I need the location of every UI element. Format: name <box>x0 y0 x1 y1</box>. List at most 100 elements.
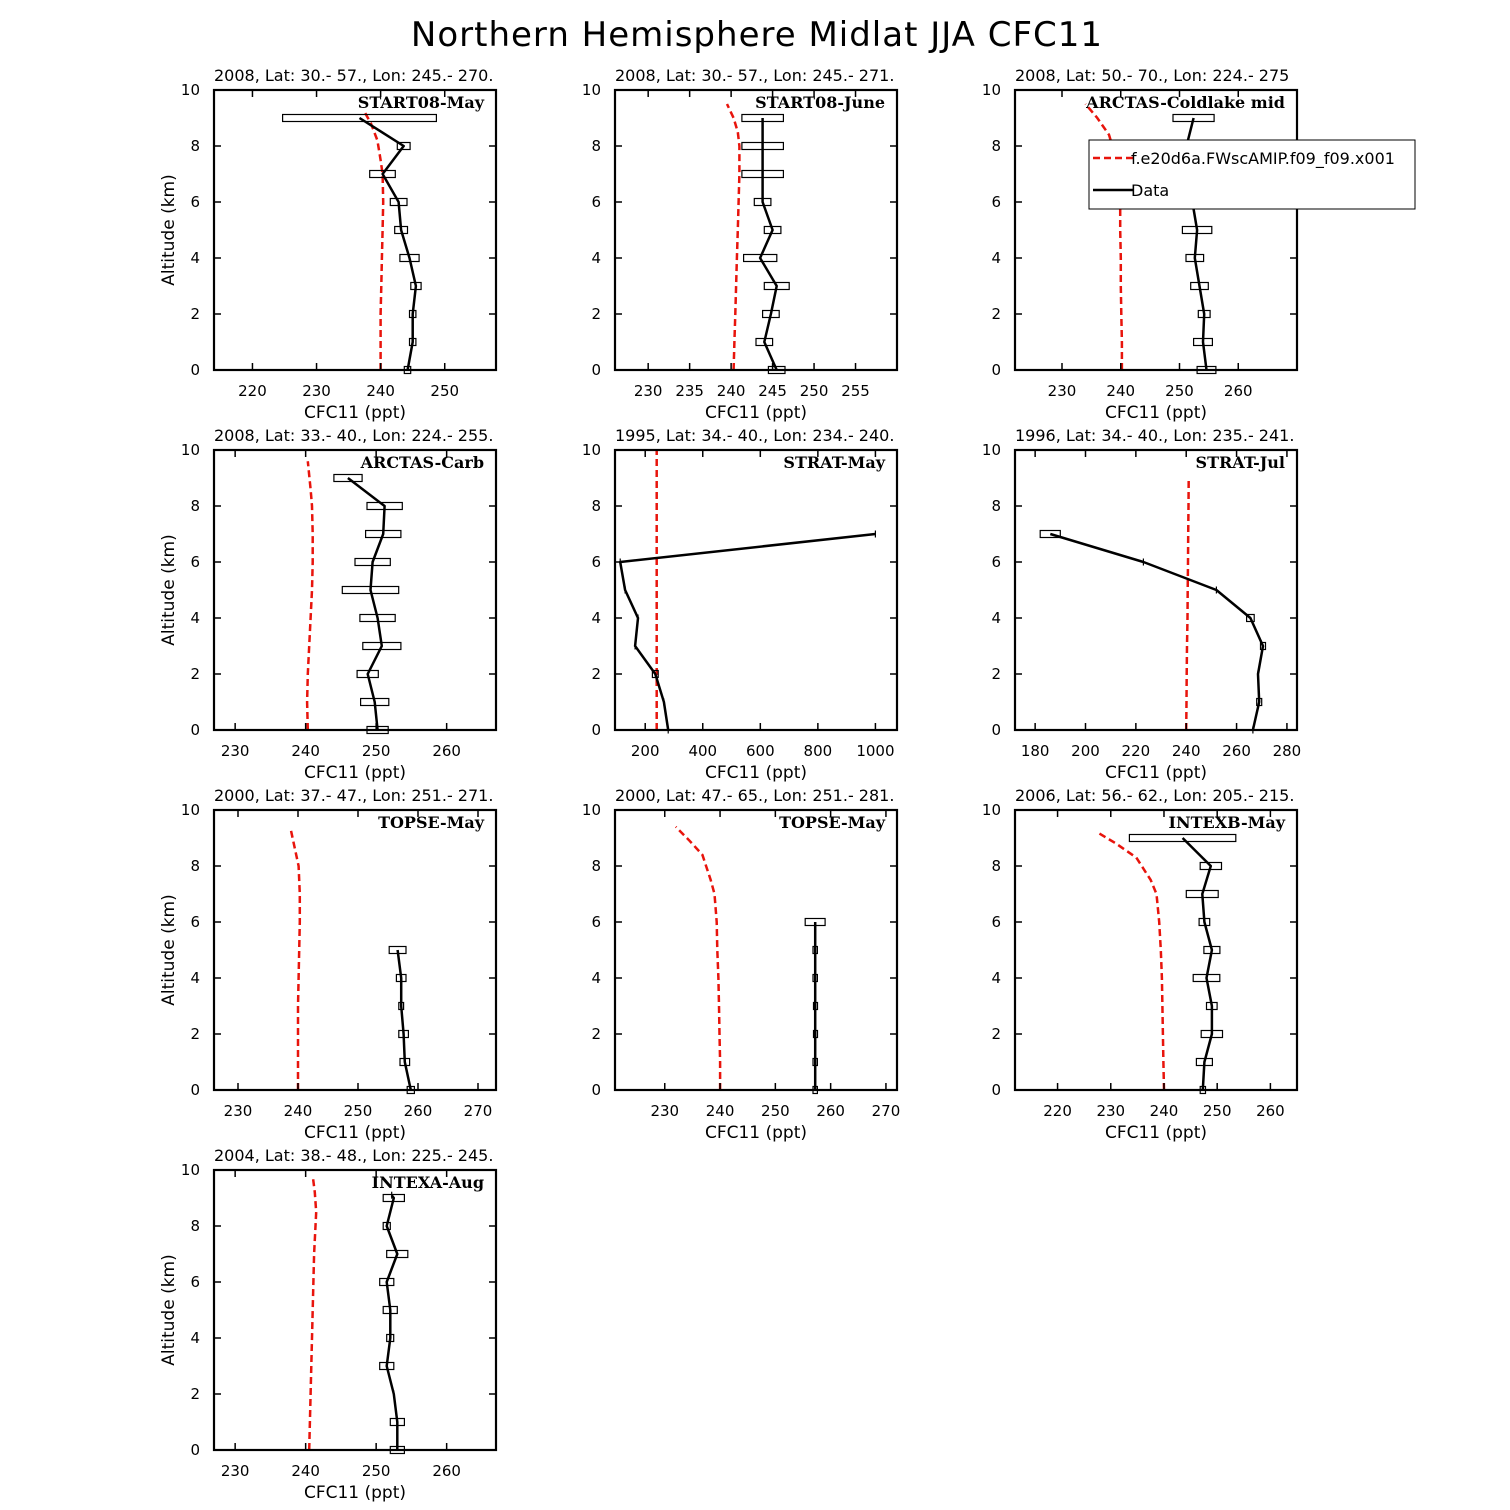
y-tick-label: 4 <box>190 969 200 987</box>
data-error-box <box>741 169 785 179</box>
data-error-box <box>341 585 400 595</box>
y-axis-label: Altitude (km) <box>159 894 179 1006</box>
data-error-box <box>388 945 407 955</box>
data-error-box <box>1190 281 1209 291</box>
y-tick-label: 8 <box>190 857 200 875</box>
y-tick-label: 4 <box>190 1329 200 1347</box>
data-error-box <box>761 309 780 319</box>
y-tick-label: 10 <box>582 81 601 99</box>
panel: 2000, Lat: 37.- 47., Lon: 251.- 271. TOPS… <box>159 786 498 1143</box>
data-error-box <box>1205 1001 1218 1011</box>
data-error-box <box>741 141 785 151</box>
model-profile-line <box>305 461 314 731</box>
plot-frame <box>1013 808 1299 1092</box>
data-error-box <box>369 169 396 179</box>
data-error-box <box>1192 337 1213 347</box>
x-axis-label: CFC11 (ppt) <box>304 763 406 783</box>
data-error-box <box>354 557 391 567</box>
y-tick-label: 6 <box>591 553 601 571</box>
x-tick-label: 260 <box>1222 742 1251 760</box>
y-tick-label: 0 <box>991 361 1001 379</box>
data-error-box <box>741 113 785 123</box>
data-error-box <box>399 253 420 263</box>
y-tick-label: 4 <box>190 249 200 267</box>
x-tick-label: 240 <box>1172 742 1201 760</box>
campaign-label: START08-June <box>755 93 885 112</box>
data-error-box <box>408 309 417 319</box>
panel: 1995, Lat: 34.- 40., Lon: 234.- 240. STRA… <box>582 426 899 783</box>
y-tick-label: 0 <box>190 1441 200 1459</box>
panel: 2008, Lat: 30.- 57., Lon: 245.- 271. STAR… <box>582 66 899 423</box>
y-tick-label: 0 <box>991 721 1001 739</box>
panel-header: 2008, Lat: 30.- 57., Lon: 245.- 271. <box>615 66 894 85</box>
data-error-box <box>379 1277 395 1287</box>
panels: 2008, Lat: 30.- 57., Lon: 245.- 270. STAR… <box>159 66 1301 1503</box>
x-tick-label: 240 <box>717 382 746 400</box>
y-tick-label: 0 <box>591 721 601 739</box>
x-tick-label: 230 <box>650 1102 679 1120</box>
campaign-label: STRAT-Jul <box>1196 453 1285 472</box>
x-tick-label: 250 <box>1165 382 1194 400</box>
y-tick-label: 10 <box>982 81 1001 99</box>
plot-frame <box>1013 448 1299 732</box>
data-error-box <box>1128 833 1237 843</box>
data-error-box <box>362 641 402 651</box>
y-tick-label: 2 <box>991 305 1001 323</box>
panel: 2006, Lat: 56.- 62., Lon: 205.- 215. INTE… <box>982 786 1299 1143</box>
data-error-box <box>382 1305 398 1315</box>
campaign-label: START08-May <box>358 93 485 112</box>
data-error-box <box>1200 1029 1224 1039</box>
y-tick-label: 6 <box>190 553 200 571</box>
y-tick-label: 10 <box>181 801 200 819</box>
x-tick-label: 250 <box>761 1102 790 1120</box>
panel-header: 1995, Lat: 34.- 40., Lon: 234.- 240. <box>615 426 894 445</box>
data-error-box <box>399 1057 411 1067</box>
data-error-box <box>1185 889 1219 899</box>
y-axis-label: Altitude (km) <box>159 534 179 646</box>
data-profile-line <box>618 532 876 731</box>
legend-data-label: Data <box>1131 181 1169 200</box>
panel: 2004, Lat: 38.- 48., Lon: 225.- 245. INTE… <box>159 1146 498 1503</box>
y-tick-label: 6 <box>991 553 1001 571</box>
panel-header: 2008, Lat: 33.- 40., Lon: 224.- 255. <box>214 426 493 445</box>
x-tick-label: 230 <box>302 382 331 400</box>
data-error-box <box>382 1193 406 1203</box>
data-profile-line <box>758 118 778 371</box>
data-error-box <box>763 281 790 291</box>
y-tick-label: 8 <box>591 137 601 155</box>
data-profile-line <box>347 477 386 731</box>
data-error-box <box>398 1029 409 1039</box>
x-tick-label: 240 <box>706 1102 735 1120</box>
y-tick-label: 0 <box>991 1081 1001 1099</box>
data-error-box <box>812 1001 819 1011</box>
x-tick-label: 230 <box>221 742 250 760</box>
data-error-box <box>1199 861 1223 871</box>
y-tick-label: 6 <box>190 913 200 931</box>
plot-frame <box>212 808 498 1092</box>
x-tick-label: 260 <box>432 742 461 760</box>
x-axis-label: CFC11 (ppt) <box>304 403 406 423</box>
plot-frame <box>1013 88 1299 372</box>
data-error-box <box>812 973 819 983</box>
y-tick-label: 2 <box>591 305 601 323</box>
y-tick-label: 6 <box>591 193 601 211</box>
y-tick-label: 2 <box>991 1025 1001 1043</box>
panel-header: 2000, Lat: 37.- 47., Lon: 251.- 271. <box>214 786 493 805</box>
y-tick-label: 6 <box>190 193 200 211</box>
data-error-box <box>379 1361 395 1371</box>
y-tick-label: 10 <box>982 441 1001 459</box>
x-tick-label: 255 <box>841 382 870 400</box>
data-error-box <box>359 613 396 623</box>
data-error-box <box>651 669 659 679</box>
x-tick-label: 270 <box>464 1102 493 1120</box>
campaign-label: INTEXA-Aug <box>372 1173 484 1192</box>
data-error-box <box>1195 1057 1214 1067</box>
data-error-box <box>394 225 409 235</box>
x-tick-label: 240 <box>291 1462 320 1480</box>
x-tick-label: 800 <box>804 742 833 760</box>
x-axis-label: CFC11 (ppt) <box>304 1123 406 1143</box>
model-profile-line <box>362 108 385 370</box>
data-error-box <box>755 337 774 347</box>
model-profile-line <box>674 825 722 1090</box>
y-tick-label: 4 <box>591 609 601 627</box>
